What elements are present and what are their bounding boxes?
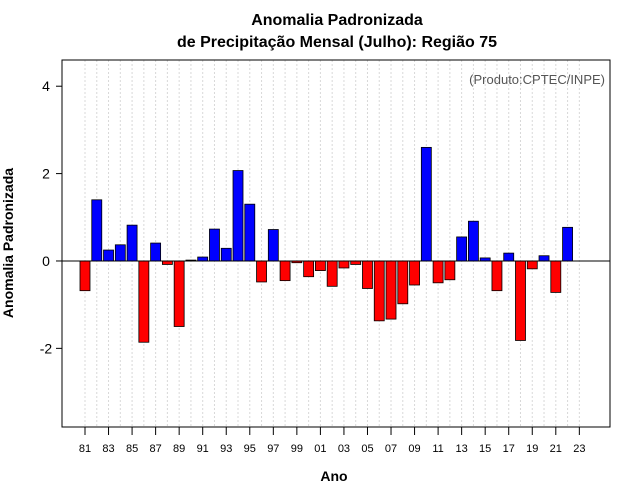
y-axis-label: Anomalia Padronizada xyxy=(0,168,16,318)
bar-14 xyxy=(468,220,479,262)
bar-17 xyxy=(503,252,515,262)
x-tick-label: 21 xyxy=(550,443,562,455)
bar-82 xyxy=(91,199,103,262)
bar-91 xyxy=(197,256,209,262)
bar-21 xyxy=(550,260,562,293)
x-tick-label: 89 xyxy=(173,443,185,455)
x-tick-label: 95 xyxy=(244,443,256,455)
grid-lines xyxy=(84,60,580,427)
x-tick-label: 87 xyxy=(149,443,161,455)
bar-22 xyxy=(562,226,573,262)
bar-05 xyxy=(362,260,373,289)
x-tick-label: 09 xyxy=(408,443,420,455)
bar-94 xyxy=(232,170,244,262)
plot-area-frame xyxy=(61,59,611,428)
y-tick-label: 0 xyxy=(42,253,50,269)
y-axis: -2 0 2 4 xyxy=(40,78,62,356)
x-tick-label: 23 xyxy=(573,443,585,455)
y-tick-label: -2 xyxy=(40,340,53,356)
bar-00 xyxy=(303,260,315,278)
bar-86 xyxy=(138,260,150,343)
chart-title-line1: Anomalia Padronizada xyxy=(251,12,423,29)
y-tick-label: 2 xyxy=(42,166,50,182)
x-axis: 81 83 85 87 89 91 93 95 97 99 01 03 05 07 09 11 13 15 17 19… xyxy=(79,427,585,455)
bar-89 xyxy=(173,260,185,327)
bar-04 xyxy=(350,260,362,265)
x-tick-label: 13 xyxy=(456,443,468,455)
x-tick-label: 17 xyxy=(503,443,515,455)
bar-07 xyxy=(385,260,397,320)
bar-92 xyxy=(209,228,220,262)
bar-83 xyxy=(103,249,114,262)
x-tick-label: 85 xyxy=(126,443,138,455)
bar-81 xyxy=(79,260,91,292)
y-tick-label: 4 xyxy=(42,78,50,94)
bar-96 xyxy=(256,260,267,283)
x-axis-label: Ano xyxy=(320,468,347,484)
bar-85 xyxy=(126,224,138,262)
x-tick-label: 19 xyxy=(526,443,538,455)
bars xyxy=(79,146,573,343)
bar-19 xyxy=(526,260,538,270)
x-tick-label: 07 xyxy=(385,443,397,455)
x-tick-label: 05 xyxy=(361,443,373,455)
x-tick-label: 83 xyxy=(102,443,114,455)
bar-08 xyxy=(397,260,409,305)
bar-84 xyxy=(114,244,126,262)
bar-06 xyxy=(373,260,385,322)
bar-03 xyxy=(338,260,350,269)
bar-88 xyxy=(161,260,173,265)
bar-01 xyxy=(314,260,326,271)
bar-93 xyxy=(220,247,232,262)
x-tick-label: 03 xyxy=(338,443,350,455)
x-tick-label: 97 xyxy=(267,443,279,455)
x-tick-label: 81 xyxy=(79,443,91,455)
bar-09 xyxy=(409,260,420,286)
bar-18 xyxy=(515,260,526,341)
x-tick-label: 93 xyxy=(220,443,232,455)
bar-97 xyxy=(267,229,279,262)
bar-10 xyxy=(420,146,432,262)
x-tick-label: 15 xyxy=(479,443,491,455)
x-tick-label: 01 xyxy=(314,443,326,455)
source-note: (Produto:CPTEC/INPE) xyxy=(469,72,605,87)
x-tick-label: 11 xyxy=(432,443,443,455)
bar-95 xyxy=(244,203,256,262)
bar-13 xyxy=(456,236,468,262)
bar-20 xyxy=(538,255,550,262)
bar-16 xyxy=(491,260,503,292)
chart-title-line2: de Precipitação Mensal (Julho): Região 7… xyxy=(177,34,497,51)
bar-02 xyxy=(326,260,338,287)
x-tick-label: 91 xyxy=(197,443,209,455)
bar-87 xyxy=(150,242,162,262)
x-tick-label: 99 xyxy=(291,443,303,455)
bar-98 xyxy=(279,260,291,282)
bar-11 xyxy=(432,260,444,284)
bar-12 xyxy=(444,260,456,281)
